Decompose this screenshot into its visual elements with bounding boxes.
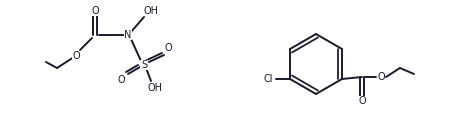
Text: O: O (164, 43, 172, 53)
Text: O: O (358, 96, 366, 106)
Text: S: S (141, 60, 147, 70)
Text: O: O (117, 75, 125, 85)
Text: O: O (72, 51, 80, 61)
Text: O: O (91, 6, 99, 16)
Text: OH: OH (148, 83, 163, 93)
Text: Cl: Cl (263, 74, 273, 84)
Text: O: O (377, 72, 385, 82)
Text: OH: OH (143, 6, 159, 16)
Text: N: N (124, 30, 132, 40)
